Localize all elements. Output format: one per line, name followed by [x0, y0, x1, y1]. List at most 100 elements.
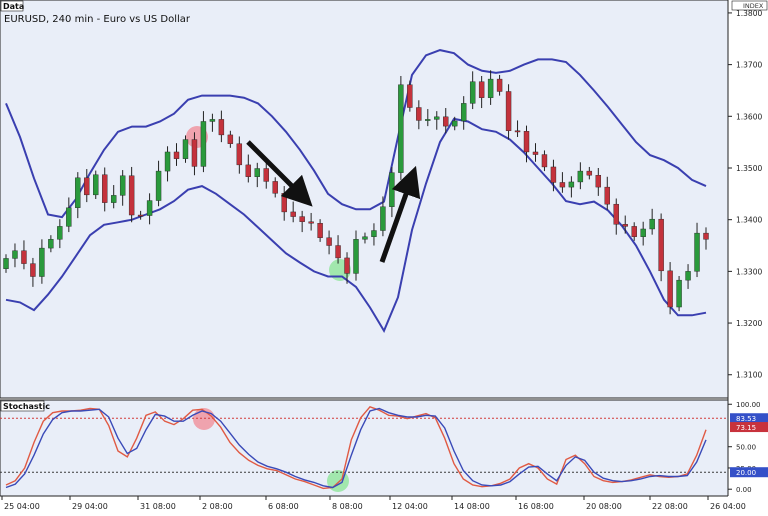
candle-up[interactable] — [155, 170, 162, 201]
index-tag: INDEX — [743, 2, 764, 10]
candle-down[interactable] — [227, 134, 234, 144]
candle-down[interactable] — [263, 168, 269, 182]
candle-down[interactable] — [703, 232, 709, 240]
candle-down[interactable] — [667, 270, 673, 308]
stoch-level-box — [730, 467, 768, 478]
price-axis-area — [728, 0, 768, 512]
candle-up[interactable] — [164, 151, 171, 172]
time-tick-label: 12 04:00 — [392, 502, 428, 511]
candle-up[interactable] — [469, 81, 476, 104]
candle-up[interactable] — [452, 120, 458, 127]
candle-up[interactable] — [12, 250, 18, 259]
candle-up[interactable] — [389, 172, 395, 207]
candle-down[interactable] — [344, 257, 350, 274]
candle-down[interactable] — [299, 216, 305, 222]
candle-up[interactable] — [398, 84, 404, 173]
candle-up[interactable] — [209, 119, 216, 122]
candle-up[interactable] — [119, 175, 126, 196]
candle-up[interactable] — [200, 121, 207, 167]
stochastic-panel[interactable] — [0, 399, 729, 497]
candle-up[interactable] — [57, 226, 63, 240]
candle-down[interactable] — [532, 151, 539, 155]
candle-up[interactable] — [425, 119, 431, 121]
candle-up[interactable] — [649, 218, 655, 230]
candle-up[interactable] — [110, 195, 117, 203]
down-trend-arrow — [246, 140, 313, 207]
candle-up[interactable] — [48, 239, 54, 249]
candle-down[interactable] — [496, 78, 503, 92]
candle-up[interactable] — [146, 200, 153, 216]
time-tick-label: 26 04:00 — [710, 502, 746, 511]
candle-up[interactable] — [685, 271, 691, 281]
index-tag-box — [731, 0, 768, 11]
main-tag-box — [0, 0, 24, 12]
candle-up[interactable] — [487, 78, 494, 98]
candle-down[interactable] — [272, 181, 278, 194]
candle-up[interactable] — [254, 168, 260, 177]
candle-down[interactable] — [622, 224, 628, 227]
candle-down[interactable] — [245, 164, 252, 177]
candle-down[interactable] — [191, 139, 198, 167]
stochastic-k-line — [5, 405, 707, 490]
candle-down[interactable] — [290, 211, 296, 217]
candle-down[interactable] — [478, 81, 485, 98]
candle-down[interactable] — [30, 263, 36, 277]
candle-down[interactable] — [613, 203, 619, 225]
candle-down[interactable] — [335, 245, 341, 259]
stoch-level-label: 83.53 — [736, 415, 756, 423]
candle-down[interactable] — [505, 91, 512, 131]
candle-up[interactable] — [460, 103, 467, 122]
candle-down[interactable] — [102, 174, 108, 203]
candle-down[interactable] — [128, 175, 135, 216]
candle-up[interactable] — [39, 247, 45, 277]
candle-up[interactable] — [75, 177, 81, 208]
candle-down[interactable] — [308, 221, 314, 224]
candle-up[interactable] — [640, 228, 646, 237]
stoch-tick-label: 0.00 — [736, 486, 752, 494]
candle-down[interactable] — [317, 223, 323, 238]
candle-down[interactable] — [523, 131, 530, 153]
candle-down[interactable] — [21, 250, 27, 264]
candle-down[interactable] — [416, 107, 422, 121]
candle-down[interactable] — [281, 193, 287, 213]
candle-down[interactable] — [173, 151, 180, 159]
stoch-tick-label: 100.00 — [736, 401, 761, 409]
candle-down[interactable] — [407, 84, 413, 108]
candle-down[interactable] — [586, 170, 593, 176]
candle-down[interactable] — [514, 130, 521, 133]
candle-up[interactable] — [568, 181, 575, 188]
stoch-tag: Stochastic — [3, 402, 50, 411]
main-panel[interactable] — [0, 0, 729, 399]
candle-up[interactable] — [434, 116, 440, 120]
candle-down[interactable] — [218, 119, 225, 136]
stoch-level-box — [730, 422, 768, 433]
candle-down[interactable] — [541, 154, 548, 168]
candle-down[interactable] — [595, 175, 602, 188]
candle-up[interactable] — [371, 230, 377, 237]
candle-down[interactable] — [137, 214, 144, 217]
candle-up[interactable] — [66, 207, 72, 227]
candle-down[interactable] — [550, 166, 557, 183]
candle-up[interactable] — [577, 170, 584, 183]
candle-down[interactable] — [604, 186, 610, 205]
candle-up[interactable] — [93, 174, 99, 196]
candle-down[interactable] — [658, 218, 664, 272]
candle-up[interactable] — [362, 236, 368, 240]
candle-down[interactable] — [236, 143, 243, 166]
main-tag: Data — [3, 2, 24, 11]
candle-down[interactable] — [559, 182, 566, 188]
candle-down[interactable] — [326, 237, 332, 246]
candle-down[interactable] — [84, 177, 90, 196]
candle-up[interactable] — [694, 232, 700, 272]
candle-up[interactable] — [353, 239, 359, 274]
candle-down[interactable] — [631, 226, 637, 237]
candle-up[interactable] — [3, 258, 9, 269]
candle-down[interactable] — [443, 116, 449, 127]
stoch-level-label: 73.15 — [736, 424, 756, 432]
time-tick-label: 22 08:00 — [652, 502, 688, 511]
candle-up[interactable] — [182, 139, 189, 159]
candle-up[interactable] — [676, 279, 682, 308]
candle-up[interactable] — [380, 206, 386, 231]
lower-bollinger-band — [5, 117, 707, 334]
